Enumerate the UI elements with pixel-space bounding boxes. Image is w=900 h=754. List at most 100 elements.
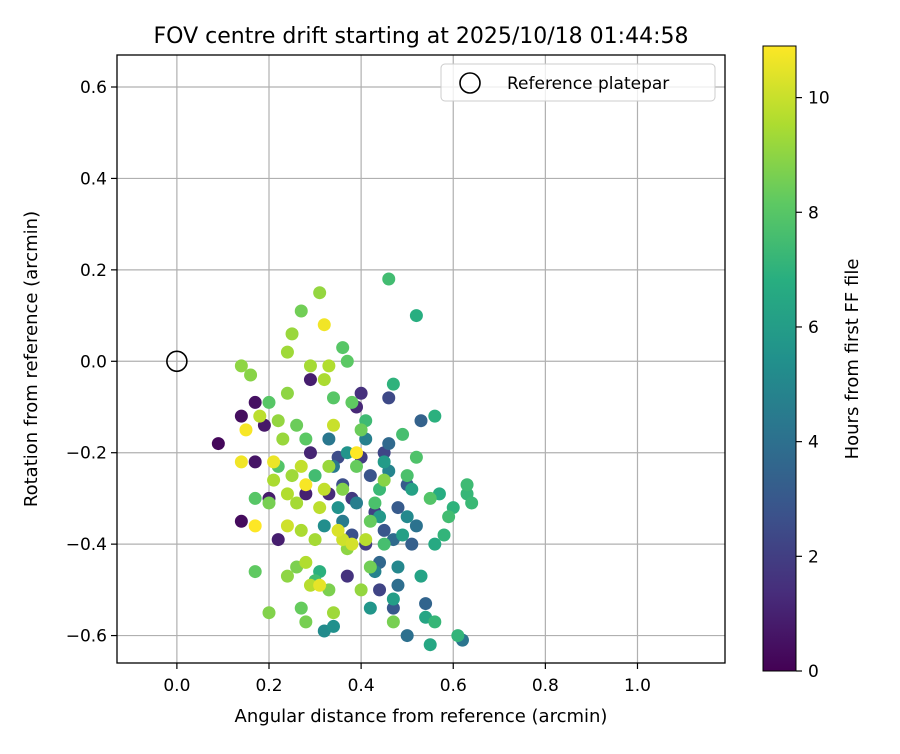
data-point — [465, 496, 479, 510]
data-point — [294, 304, 308, 318]
data-point — [400, 629, 414, 643]
x-tick-label: 0.6 — [440, 676, 467, 696]
data-point — [234, 455, 248, 469]
data-point — [377, 523, 391, 537]
data-point — [377, 473, 391, 487]
colorbar-ticks: 0 2 4 6 8 10 — [796, 89, 830, 682]
data-point — [345, 395, 359, 409]
data-point — [400, 469, 414, 483]
data-point — [317, 373, 331, 387]
data-point — [386, 592, 400, 606]
x-axis-ticks: 0.0 0.2 0.4 0.6 0.8 1.0 — [163, 663, 651, 696]
data-point — [262, 496, 276, 510]
data-point — [280, 386, 294, 400]
data-point — [340, 446, 354, 460]
data-point — [396, 528, 410, 542]
data-point — [322, 459, 336, 473]
plot-frame — [116, 54, 726, 664]
y-axis-label: Rotation from reference (arcmin) — [21, 211, 42, 507]
data-point — [317, 482, 331, 496]
data-point — [350, 446, 364, 460]
data-point — [262, 606, 276, 620]
data-point — [244, 368, 258, 382]
colorbar-tick-label: 4 — [808, 433, 819, 453]
data-point — [382, 391, 396, 405]
x-tick-label: 0.2 — [255, 676, 282, 696]
data-point — [248, 565, 262, 579]
colorbar: 0 2 4 6 8 10 Hours from first FF file — [762, 45, 863, 682]
data-point — [405, 537, 419, 551]
legend-label: Reference platepar — [507, 74, 669, 94]
y-tick-label: −0.2 — [66, 444, 107, 464]
data-point — [299, 432, 313, 446]
y-tick-label: 0.0 — [80, 352, 107, 372]
data-point — [442, 510, 456, 524]
colorbar-gradient — [762, 45, 797, 672]
data-point — [386, 615, 400, 629]
y-tick-label: 0.4 — [80, 169, 107, 189]
data-point — [377, 455, 391, 469]
data-point — [308, 533, 322, 547]
data-point — [377, 537, 391, 551]
data-point — [400, 510, 414, 524]
data-point — [290, 496, 304, 510]
data-point — [317, 318, 331, 332]
data-point — [299, 487, 313, 501]
data-point — [368, 496, 382, 510]
data-point — [211, 437, 225, 451]
data-point — [299, 478, 313, 492]
data-point — [363, 514, 377, 528]
data-point — [299, 555, 313, 569]
x-tick-label: 0.8 — [532, 676, 559, 696]
data-point — [409, 309, 423, 323]
data-point — [271, 533, 285, 547]
data-point — [326, 391, 340, 405]
data-point — [299, 615, 313, 629]
data-point — [322, 359, 336, 373]
reference-marker-group — [166, 350, 188, 373]
data-point — [285, 469, 299, 483]
data-point — [423, 638, 437, 652]
data-point — [234, 359, 248, 373]
colorbar-tick-label: 0 — [808, 662, 819, 682]
y-tick-label: 0.2 — [80, 261, 107, 281]
data-point — [326, 619, 340, 633]
data-point — [373, 583, 387, 597]
x-tick-label: 0.4 — [348, 676, 375, 696]
data-point — [280, 487, 294, 501]
data-point — [428, 537, 442, 551]
data-point — [331, 523, 345, 537]
data-point — [428, 615, 442, 629]
data-point — [313, 501, 327, 515]
x-axis-label: Angular distance from reference (arcmin) — [235, 706, 608, 727]
reference-platepar-marker — [166, 350, 188, 373]
chart-title: FOV centre drift starting at 2025/10/18 … — [154, 24, 689, 49]
data-point — [391, 560, 405, 574]
data-point — [303, 359, 317, 373]
data-point — [354, 583, 368, 597]
data-point — [267, 473, 281, 487]
data-point — [326, 418, 340, 432]
data-point — [409, 519, 423, 533]
data-point — [276, 432, 290, 446]
data-point — [363, 601, 377, 615]
data-point — [363, 560, 377, 574]
data-point — [248, 455, 262, 469]
data-point — [294, 523, 308, 537]
data-points — [211, 272, 479, 652]
data-point — [350, 459, 364, 473]
y-tick-label: −0.6 — [66, 627, 107, 647]
data-point — [460, 478, 474, 492]
data-point — [313, 578, 327, 592]
data-point — [322, 432, 336, 446]
data-point — [248, 519, 262, 533]
data-point — [303, 373, 317, 387]
colorbar-tick-label: 2 — [808, 547, 819, 567]
data-point — [414, 414, 428, 428]
data-point — [303, 578, 317, 592]
data-point — [423, 491, 437, 505]
data-point — [331, 501, 345, 515]
data-point — [234, 409, 248, 423]
colorbar-label: Hours from first FF file — [842, 259, 863, 460]
